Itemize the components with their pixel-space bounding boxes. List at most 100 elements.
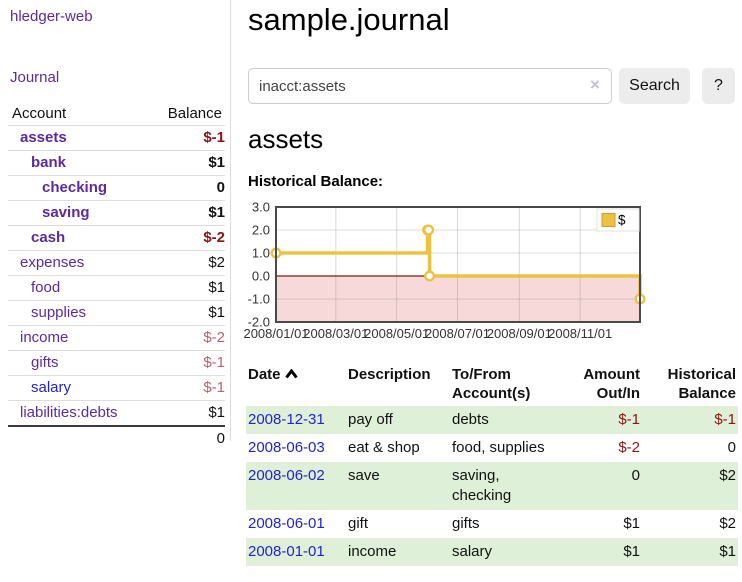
account-link-supplies[interactable]: supplies [31, 304, 87, 321]
account-link-assets[interactable]: assets [20, 129, 67, 146]
svg-text:2008/11/01: 2008/11/01 [548, 326, 612, 341]
sidebar: hledger-web Journal Account Balance asse… [0, 0, 231, 447]
svg-text:-2.0: -2.0 [248, 315, 270, 330]
transaction-row: 2008-12-31 pay off debts $-1 $-1 [246, 406, 738, 434]
svg-text:3.0: 3.0 [252, 200, 270, 215]
transaction-balance: 0 [727, 439, 736, 456]
transaction-row: 2008-01-01 income salary $1 $1 [246, 538, 738, 566]
account-row: gifts $-1 [8, 350, 225, 376]
account-row: supplies $1 [8, 300, 225, 326]
account-link-saving[interactable]: saving [42, 204, 90, 221]
svg-text:2008/09/01: 2008/09/01 [487, 326, 552, 341]
sort-asc-icon [284, 365, 298, 384]
transaction-row: 2008-06-03 eat & shop food, supplies $-2 0 [246, 434, 738, 462]
account-row: salary $-1 [8, 375, 225, 401]
account-link-expenses[interactable]: expenses [20, 254, 85, 271]
account-row: assets $-1 [8, 125, 225, 151]
txn-header-amount-out-in: Amount Out/In [583, 366, 640, 402]
account-balance: $-1 [203, 379, 225, 396]
accounts-total-row: 0 [8, 426, 225, 451]
transaction-amount: $1 [623, 543, 640, 560]
account-link-bank[interactable]: bank [31, 154, 67, 171]
sidebar-item-journal[interactable]: Journal [10, 69, 60, 86]
account-balance: 0 [216, 179, 225, 196]
account-balance: $-2 [203, 329, 225, 346]
search-input[interactable] [248, 68, 612, 104]
account-balance: $1 [208, 279, 225, 296]
clear-search-icon[interactable]: × [590, 75, 600, 94]
transaction-balance: $2 [719, 467, 736, 484]
txn-header-to-from-account-s-: To/From Account(s) [452, 366, 531, 402]
transaction-description: income [348, 543, 397, 560]
transaction-description: pay off [348, 411, 393, 428]
transaction-description: gift [348, 515, 369, 532]
txn-header-historical-balance: Historical Balance [667, 366, 736, 402]
account-heading: assets [248, 124, 324, 154]
transaction-date-link[interactable]: 2008-12-31 [248, 411, 325, 428]
account-row: checking 0 [8, 175, 225, 201]
page-title: sample.journal [248, 2, 450, 37]
account-balance: $-2 [203, 229, 225, 246]
account-balance: $1 [208, 404, 225, 421]
account-row: food $1 [8, 275, 225, 301]
transaction-date-link[interactable]: 2008-06-03 [248, 439, 325, 456]
account-link-salary[interactable]: salary [31, 379, 72, 396]
svg-text:-1.0: -1.0 [248, 292, 270, 307]
account-row: bank $1 [8, 150, 225, 176]
transactions-table: Date Description To/From Account(s) Amount … [246, 362, 738, 566]
app-brand-link[interactable]: hledger-web [10, 8, 93, 25]
account-balance: $1 [208, 304, 225, 321]
search-form: × Search ? [248, 68, 742, 104]
account-balance: $1 [208, 204, 225, 221]
account-balance: $2 [208, 254, 225, 271]
help-button[interactable]: ? [702, 68, 735, 104]
account-row: income $-2 [8, 325, 225, 351]
accounts-header-account: Account [12, 105, 67, 122]
transaction-accounts: salary [452, 543, 493, 560]
transaction-accounts: gifts [452, 515, 480, 532]
svg-text:2008/05/01: 2008/05/01 [364, 326, 429, 341]
accounts-table-header: Account Balance [8, 102, 225, 126]
account-link-liabilities-debts[interactable]: liabilities:debts [20, 404, 118, 421]
accounts-header-balance: Balance [167, 105, 222, 122]
account-row: cash $-2 [8, 225, 225, 251]
transaction-accounts: saving, checking [452, 467, 512, 504]
transactions-table-header: Date Description To/From Account(s) Amount … [246, 362, 738, 406]
transaction-accounts: food, supplies [452, 439, 545, 456]
transaction-description: save [348, 467, 380, 484]
transaction-row: 2008-06-02 save saving, checking 0 $2 [246, 462, 738, 510]
transaction-date-link[interactable]: 2008-06-01 [248, 515, 325, 532]
account-balance: $1 [208, 154, 225, 171]
transaction-date-link[interactable]: 2008-06-02 [248, 467, 325, 484]
transaction-balance: $-1 [714, 411, 736, 428]
txn-header-date[interactable]: Date [246, 362, 346, 406]
historical-balance-chart: 3.0 2.0 1.0 0.0 -1.0 -2.0 2008/01/01 2008/03/01… [243, 198, 742, 348]
transaction-row: 2008-06-01 gift gifts $1 $2 [246, 510, 738, 538]
svg-text:2008/03/01: 2008/03/01 [303, 326, 368, 341]
transaction-amount: $-1 [618, 411, 640, 428]
transaction-amount: 0 [631, 467, 640, 484]
transactions-table-body: 2008-12-31 pay off debts $-1 $-1 2008-06-03 ea… [246, 406, 738, 566]
svg-text:2008/01/01: 2008/01/01 [243, 326, 308, 341]
accounts-table: Account Balance assets $-1 bank $1 checking 0… [8, 102, 225, 451]
account-balance: $-1 [203, 129, 225, 146]
transaction-balance: $2 [719, 515, 736, 532]
account-link-food[interactable]: food [31, 279, 61, 296]
account-link-gifts[interactable]: gifts [31, 354, 59, 371]
main-content: sample.journal × Search ? assets Histori… [243, 0, 742, 582]
transaction-balance: $1 [719, 543, 736, 560]
accounts-total-value: 0 [216, 430, 225, 447]
account-row: expenses $2 [8, 250, 225, 276]
svg-text:$: $ [618, 213, 626, 228]
account-link-income[interactable]: income [20, 329, 69, 346]
transaction-date-link[interactable]: 2008-01-01 [248, 543, 325, 560]
account-row: liabilities:debts $1 [8, 400, 225, 427]
account-row: saving $1 [8, 200, 225, 226]
svg-text:2008/07/01: 2008/07/01 [425, 326, 490, 341]
account-link-cash[interactable]: cash [31, 229, 66, 246]
search-button[interactable]: Search [619, 68, 690, 104]
transaction-accounts: debts [452, 411, 489, 428]
transaction-description: eat & shop [348, 439, 420, 456]
account-link-checking[interactable]: checking [42, 179, 108, 196]
